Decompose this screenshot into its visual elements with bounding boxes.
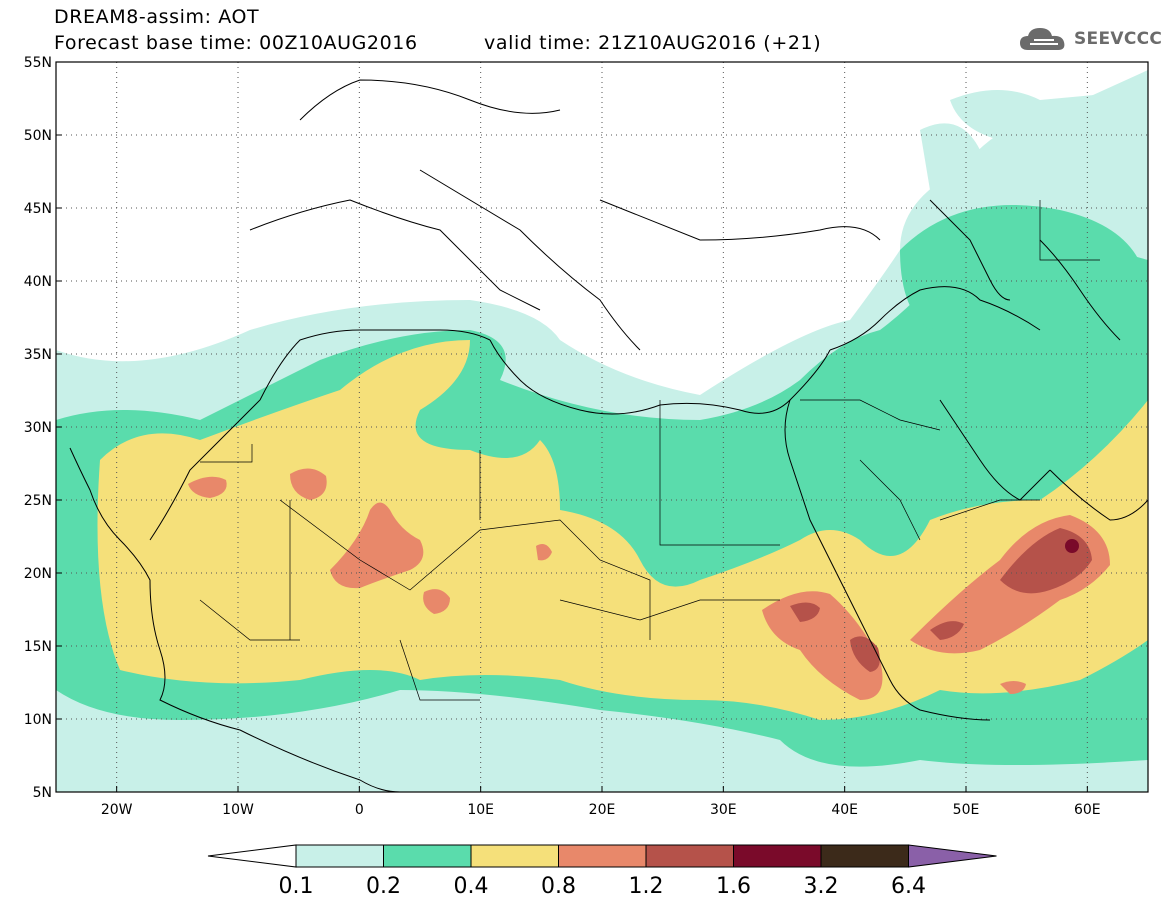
logo-text: SEEVCCC <box>1074 29 1163 49</box>
lon-tick-label: 20W <box>101 802 133 818</box>
colorbar-swatch <box>733 844 822 868</box>
colorbar-labels: 0.1 0.2 0.4 0.8 1.2 1.6 3.2 6.4 <box>279 874 927 899</box>
colorbar-label: 0.4 <box>454 874 489 899</box>
valid-time: valid time: 21Z10AUG2016 (+21) <box>484 32 822 54</box>
lat-tick-label: 15N <box>24 639 52 655</box>
aot-band-0-4 <box>97 340 1148 720</box>
lat-tick-label: 55N <box>24 55 52 71</box>
colorbar-swatch <box>558 844 647 868</box>
lon-tick-label: 50E <box>953 802 980 818</box>
lat-tick-label: 20N <box>24 566 52 582</box>
lon-tick-label: 60E <box>1074 802 1101 818</box>
colorbar <box>207 844 997 868</box>
colorbar-swatch <box>470 844 559 868</box>
lat-tick-label: 30N <box>24 420 52 436</box>
colorbar-swatch <box>645 844 734 868</box>
map-title: DREAM8-assim: AOT <box>54 6 260 28</box>
lat-tick-label: 10N <box>24 712 52 728</box>
colorbar-label: 3.2 <box>804 874 839 899</box>
lat-tick-label: 35N <box>24 347 52 363</box>
colorbar-label: 0.8 <box>541 874 576 899</box>
forecast-base-time: Forecast base time: 00Z10AUG2016 <box>54 32 418 54</box>
colorbar-label: 0.1 <box>279 874 314 899</box>
colorbar-under-triangle <box>207 844 297 868</box>
colorbar-over-triangle <box>908 844 997 868</box>
cloud-icon <box>1020 28 1065 50</box>
lat-tick-label: 25N <box>24 493 52 509</box>
aot-band-1-6 <box>1065 539 1079 553</box>
colorbar-label: 0.2 <box>366 874 401 899</box>
lat-tick-label: 45N <box>24 201 52 217</box>
lon-tick-label: 0 <box>355 802 364 818</box>
seevccc-logo: SEEVCCC <box>1018 24 1162 54</box>
aot-field <box>56 70 1148 792</box>
lon-tick-label: 40E <box>831 802 858 818</box>
map-grid <box>56 62 1148 792</box>
lon-tick-label: 10W <box>222 802 254 818</box>
latitude-labels: 55N 50N 45N 40N 35N 30N 25N 20N 15N 10N 5N <box>24 55 62 801</box>
colorbar-label: 1.6 <box>716 874 751 899</box>
colorbar-label: 6.4 <box>891 874 926 899</box>
colorbar-swatch <box>383 844 472 868</box>
lat-tick-label: 50N <box>24 128 52 144</box>
coastlines <box>69 79 1149 793</box>
lon-tick-label: 30E <box>710 802 737 818</box>
colorbar-swatch <box>295 844 384 868</box>
colorbar-label: 1.2 <box>629 874 664 899</box>
country-borders <box>199 200 1100 701</box>
lon-tick-label: 10E <box>467 802 494 818</box>
colorbar-swatch <box>820 844 909 868</box>
lon-tick-label: 20E <box>589 802 616 818</box>
lat-tick-label: 40N <box>24 274 52 290</box>
lat-tick-label: 5N <box>33 785 52 801</box>
longitude-labels: 20W 10W 0 10E 20E 30E 40E 50E 60E <box>101 786 1101 818</box>
